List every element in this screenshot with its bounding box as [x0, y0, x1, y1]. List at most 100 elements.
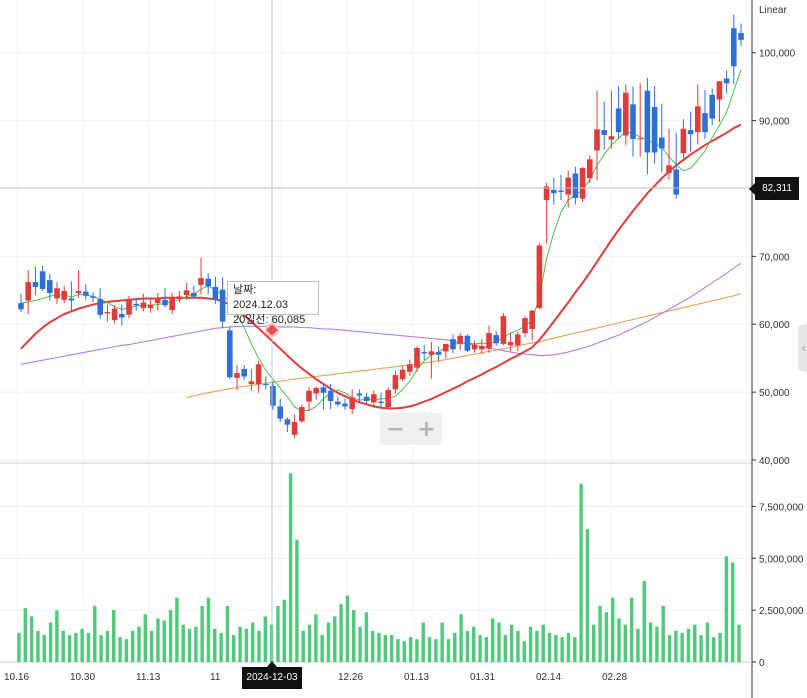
- crosshair-tooltip: 날짜: 2024.12.03 20일선: 60,085: [227, 281, 319, 326]
- candle: [421, 345, 427, 361]
- volume-bar: [232, 635, 236, 662]
- zoom-out-button[interactable]: −: [386, 416, 405, 442]
- volume-bar: [61, 630, 65, 662]
- candle-body: [709, 94, 715, 119]
- candle: [587, 155, 593, 184]
- x-tick-label: 10.16: [4, 672, 29, 683]
- volume-bar: [535, 630, 539, 662]
- candle-body: [464, 335, 471, 351]
- candle-body: [572, 173, 579, 198]
- candle: [306, 387, 312, 412]
- volume-bar: [48, 622, 53, 662]
- volume-bar: [617, 618, 621, 662]
- volume-bar: [250, 622, 255, 662]
- candle: [558, 174, 564, 201]
- candle: [39, 265, 46, 291]
- candle: [637, 83, 643, 157]
- candle: [572, 166, 579, 205]
- volume-bar: [263, 616, 268, 662]
- volume-bar: [320, 635, 324, 662]
- volume-bar: [579, 483, 583, 662]
- candle-body: [176, 296, 183, 300]
- crosshair-date-label: 2024-12-03: [242, 661, 302, 689]
- tooltip-ma20: 20일선: 60,085: [233, 314, 306, 326]
- candle-body: [479, 345, 485, 350]
- candle: [515, 331, 521, 352]
- volume-bar: [257, 630, 261, 662]
- candle-body: [457, 335, 463, 344]
- chevron-left-icon: ‹: [802, 341, 806, 355]
- scale-mode-label[interactable]: Linear: [759, 5, 787, 16]
- volume-bar: [528, 626, 533, 662]
- candle: [291, 414, 298, 439]
- volume-bar: [472, 626, 476, 662]
- candle: [191, 285, 197, 298]
- volume-bar: [573, 637, 577, 662]
- candle: [162, 288, 168, 308]
- candle: [471, 340, 478, 353]
- volume-bar: [118, 637, 122, 662]
- candle: [507, 333, 514, 352]
- candle-body: [378, 401, 384, 403]
- candle-body: [723, 78, 730, 84]
- volume-bar: [509, 624, 514, 662]
- candle-body: [198, 278, 204, 285]
- volume-bar: [23, 608, 28, 662]
- candle: [579, 166, 586, 203]
- volume-bar: [339, 603, 343, 662]
- volume-bar: [124, 639, 129, 662]
- candle-body: [551, 189, 557, 194]
- candle-body: [97, 299, 103, 315]
- candle-body: [126, 299, 132, 315]
- side-panel-handle[interactable]: ‹: [798, 324, 807, 372]
- zoom-controls: − +: [380, 413, 442, 445]
- x-tick-label: 01.31: [470, 672, 495, 683]
- candle-body: [335, 401, 341, 405]
- candle: [140, 293, 147, 312]
- candle: [723, 70, 730, 94]
- candle: [450, 334, 456, 354]
- candle-body: [522, 318, 528, 334]
- zoom-in-button[interactable]: +: [417, 416, 436, 442]
- candle-body: [435, 352, 442, 355]
- volume-bar: [667, 635, 672, 662]
- volume-tick-label: 0: [759, 658, 765, 669]
- volume-bar: [434, 639, 438, 662]
- candle-body: [493, 335, 499, 344]
- volume-bar: [459, 614, 463, 662]
- candle: [608, 90, 615, 149]
- volume-bar: [402, 641, 406, 662]
- volume-bar: [642, 581, 646, 662]
- candle: [299, 404, 305, 423]
- candle: [212, 276, 219, 304]
- candle-body: [61, 290, 67, 300]
- candle: [392, 370, 399, 394]
- candle-body: [219, 289, 226, 322]
- candle: [486, 325, 492, 353]
- candle: [342, 398, 348, 410]
- candle-body: [687, 130, 694, 135]
- candle: [414, 345, 420, 372]
- candle: [385, 387, 391, 410]
- volume-bar: [421, 622, 425, 662]
- candle: [119, 304, 125, 326]
- candle-body: [227, 330, 233, 378]
- volume-bar: [730, 562, 735, 662]
- candle: [738, 23, 744, 46]
- candle-body: [500, 316, 507, 344]
- candle: [54, 282, 60, 304]
- candle-body: [450, 339, 456, 350]
- volume-tick-label: 2,500,000: [759, 606, 804, 617]
- candle: [356, 389, 363, 403]
- candle-body: [601, 130, 607, 135]
- volume-bar: [137, 626, 141, 662]
- candle: [25, 269, 31, 315]
- candle-body: [342, 403, 348, 407]
- candle-body: [594, 129, 600, 151]
- candle: [32, 266, 39, 296]
- volume-bar: [156, 618, 160, 662]
- volume-bar: [693, 624, 697, 662]
- volume-bar: [705, 622, 710, 662]
- candle: [104, 304, 111, 322]
